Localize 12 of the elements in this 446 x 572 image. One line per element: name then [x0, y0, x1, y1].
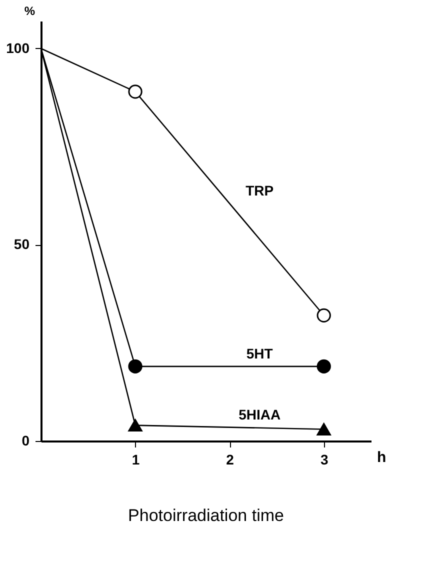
y-tick-label: 100 [6, 40, 30, 56]
x-tick-label: 3 [320, 452, 328, 468]
y-axis-title: % [24, 4, 36, 18]
series-label: 5HT [246, 345, 274, 362]
x-tick-label: 1 [132, 452, 140, 468]
y-tick-label: 0 [22, 432, 30, 448]
series-label: 5HIAA [238, 406, 281, 422]
y-tick-label: 50 [14, 236, 30, 252]
x-axis-title: Photoirradiation time [128, 506, 284, 525]
text: h [377, 449, 386, 466]
x-tick-label: 2 [226, 452, 234, 468]
series-label: TRP [246, 182, 274, 199]
